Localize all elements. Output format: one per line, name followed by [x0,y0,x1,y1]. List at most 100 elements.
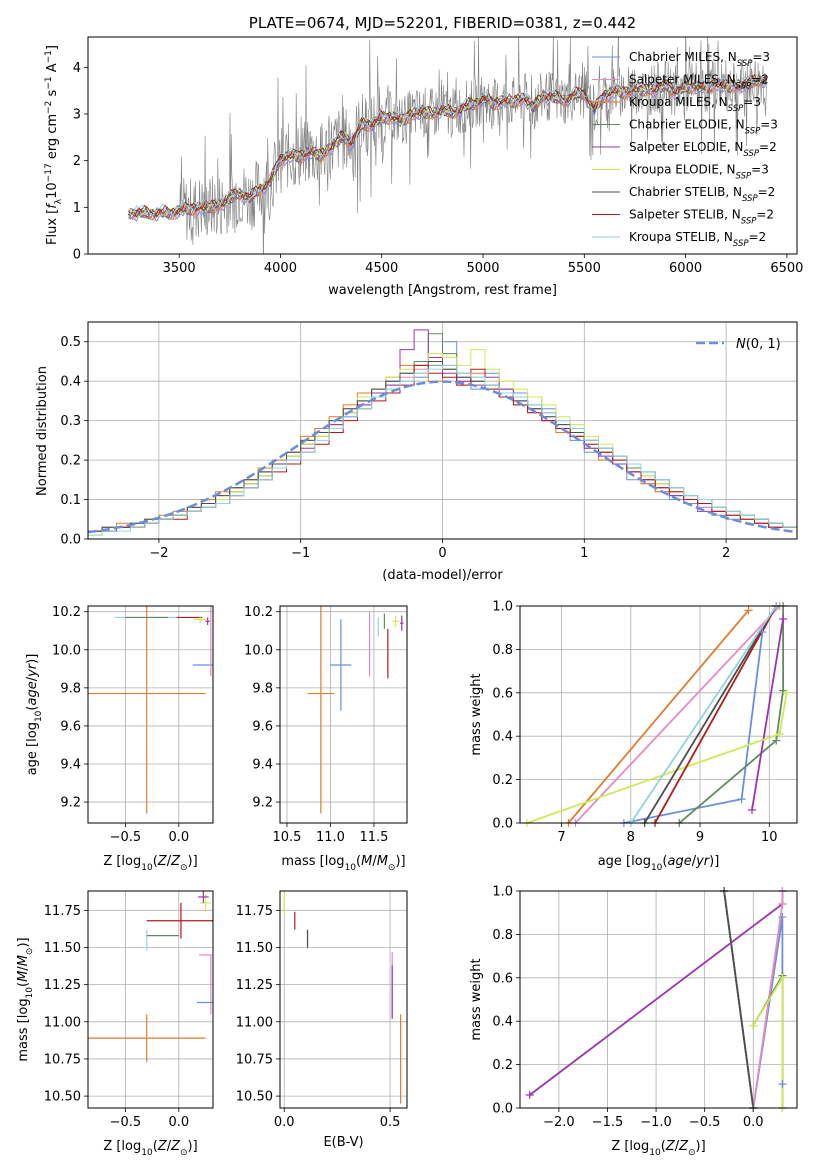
y-tick-label: 10.75 [236,1052,273,1067]
legend-entry: N(0, 1) [736,337,781,352]
model-line-chabrier_stelib [128,73,768,218]
y-axis-label: age [log10(age/yr)] [25,654,44,776]
x-tick-label: 4500 [365,261,398,276]
y-tick-label: 10.0 [244,643,273,658]
x-tick-label: 7 [557,830,565,845]
y-tick-label: 1.0 [492,600,513,615]
y-tick-label: 10.50 [44,1090,81,1105]
model-line-kroupa_miles [128,77,767,221]
ebv_vs_mass-panel: 0.0 0.5 10.50 10.75 11.00 11.25 11.50 11.75 E(B-… [236,890,408,1150]
y-tick-label: 0.4 [492,1015,513,1030]
plus-marker [782,688,791,697]
x-axis-label: age [log10(age/yr)] [598,854,720,873]
y-tick-label: 11.75 [236,904,273,919]
x-tick-label: 5500 [568,261,601,276]
weight-line-chabrier_elodie [752,972,784,1108]
x-tick-label: 0.0 [743,1115,764,1130]
histogram-kroupa_stelib [88,364,797,539]
y-tick-label: 9.2 [60,796,81,811]
y-tick-label: 0.8 [492,643,513,658]
x-tick-label: −0.5 [689,1115,721,1130]
model-line-kroupa_stelib [128,73,767,218]
normal-curve [88,380,797,534]
y-tick-label: 0 [73,248,81,263]
weight-line-chabrier_elodie [678,606,784,823]
y-tick-label: 0.6 [492,971,513,986]
x-axis-label: (data-model)/error [382,568,503,583]
legend-entry: Kroupa MILES, NSSP=3 [629,95,761,114]
x-tick-label: −1.0 [640,1115,672,1130]
y-tick-label: 11.50 [44,941,81,956]
mass_vs_age-plot-area [307,606,404,814]
x-tick-label: 0.5 [380,1115,401,1130]
chart-title: PLATE=0674, MJD=52201, FIBERID=0381, z=0… [249,14,636,32]
weight-line-salpeter_stelib [654,606,777,823]
x-axis-label: wavelength [Angstrom, rest frame] [328,283,557,298]
legend-entry: Chabrier MILES, NSSP=3 [629,50,770,69]
y-tick-label: 0.4 [492,730,513,745]
spectrum-frame [87,36,798,255]
plus-marker [779,615,788,624]
x-axis-label: Z [log10(Z/Z⊙)] [103,1139,197,1158]
y-tick-label: 1 [73,201,81,216]
x-tick-label: 11.5 [359,830,388,845]
z_vs_mass-frame [87,890,214,1109]
y-axis-label: Normed distribution [35,366,50,496]
weight-line-kroupa_stelib [630,606,777,823]
x-tick-label: 6000 [669,261,702,276]
weight-line-chabrier_stelib [723,891,755,1108]
y-tick-label: 11.25 [236,978,273,993]
y-tick-label: 9.6 [60,719,81,734]
x-tick-label: 6500 [770,261,803,276]
plus-marker [772,736,781,745]
y-tick-label: 0.3 [60,414,81,429]
x-tick-label: 1 [580,546,588,561]
model-line-salpeter_elodie [128,74,767,219]
y-tick-label: 10.50 [236,1090,273,1105]
y-tick-label: 0.0 [492,817,513,832]
y-tick-label: 10.0 [52,643,81,658]
x-axis-label: Z [log10(Z/Z⊙)] [611,1139,705,1158]
plus-marker [744,606,753,615]
y-tick-label: 0.4 [60,375,81,390]
x-tick-label: −1.5 [592,1115,624,1130]
plus-marker [758,628,767,637]
weight-line-kroupa_miles [567,609,750,823]
legend-entry: Chabrier ELODIE, NSSP=3 [629,118,778,137]
y-tick-label: 0.1 [60,493,81,508]
x-tick-label: −1 [291,546,310,561]
legend-entry: Kroupa STELIB, NSSP=2 [629,230,766,249]
x-tick-label: 0.0 [274,1115,295,1130]
z_mass_weight-panel: −2.0 −1.5 −1.0 −0.5 0.0 0.0 0.2 0.4 0.6 0.8 1.0 Z [… [469,885,798,1158]
y-tick-label: 11.75 [44,904,81,919]
x-tick-label: 3500 [163,261,196,276]
y-axis-label: mass weight [469,958,484,1040]
mass_vs_age-frame [279,605,408,824]
plus-marker [775,730,784,739]
ebv_vs_mass-plot-area [283,891,402,1104]
z_vs_mass-panel: −0.5 0.0 10.50 10.75 11.00 11.25 11.50 11.75 Z [… [16,890,214,1158]
x-tick-label: 10 [761,830,778,845]
plus-marker [778,1080,787,1089]
x-tick-label: 0.0 [168,830,189,845]
x-tick-label: −2 [149,546,168,561]
legend-entry: Salpeter MILES, NSSP=2 [629,73,769,92]
x-tick-label: 2 [722,546,730,561]
x-tick-label: 11.0 [316,830,345,845]
y-tick-label: 4 [73,61,81,76]
spectrum-plot-area [128,37,768,254]
y-tick-label: 11.25 [44,978,81,993]
model-line-salpeter_stelib [128,74,767,218]
y-tick-label: 9.8 [252,681,273,696]
mass_vs_age-panel: 10.5 11.0 11.5 9.2 9.4 9.6 9.8 10.0 10.2 mass [lo… [244,605,408,873]
spectrum-panel: 3500 4000 4500 5000 5500 6000 6500 0 1 2 3 4 PLATE=0… [44,14,803,298]
plus-marker [747,805,756,814]
y-axis-label: mass [log10(M/M⊙)] [16,937,35,1061]
y-tick-label: 0.6 [492,686,513,701]
y-tick-label: 9.8 [60,681,81,696]
plus-marker [778,973,787,982]
residuals-frame [87,321,798,540]
y-tick-label: 0.5 [60,335,81,350]
age_mass_weight-panel: 7 8 9 10 0.0 0.2 0.4 0.6 0.8 1.0 age [log10(age/yr… [469,600,798,873]
